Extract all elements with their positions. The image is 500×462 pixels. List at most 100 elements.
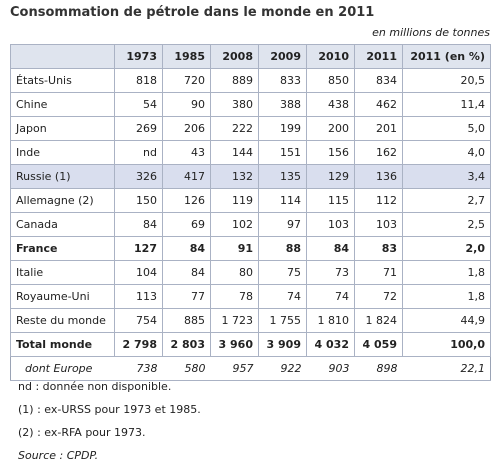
cell: 1 723: [210, 308, 259, 333]
cell: 417: [162, 164, 211, 189]
cell: 84: [114, 212, 163, 237]
note: Source : CPDP.: [18, 449, 99, 462]
cell: 20,5: [402, 68, 491, 93]
table-row: Total monde 2 798 2 803 3 960 3 909 4 032 4 05…: [10, 332, 491, 357]
cell: 54: [114, 92, 163, 117]
row-label: Total monde: [10, 332, 115, 357]
cell: 74: [306, 284, 355, 309]
cell: 834: [354, 68, 403, 93]
cell: 84: [162, 236, 211, 261]
column-header: 2011 (en %): [402, 44, 491, 69]
cell: 83: [354, 236, 403, 261]
cell: 269: [114, 116, 163, 141]
column-header: 2011: [354, 44, 403, 69]
cell: 156: [306, 140, 355, 165]
cell: 84: [306, 236, 355, 261]
cell: 11,4: [402, 92, 491, 117]
cell: 199: [258, 116, 307, 141]
note: nd : donnée non disponible.: [18, 380, 172, 393]
table-row: dont Europe 738 580 957 922 903 898 22,1: [10, 356, 491, 381]
cell: 3 909: [258, 332, 307, 357]
cell: 144: [210, 140, 259, 165]
cell: 104: [114, 260, 163, 285]
cell: 74: [258, 284, 307, 309]
column-header: 2010: [306, 44, 355, 69]
cell: 127: [114, 236, 163, 261]
row-label: Inde: [10, 140, 115, 165]
cell: 462: [354, 92, 403, 117]
cell: 4 032: [306, 332, 355, 357]
row-label: Reste du monde: [10, 308, 115, 333]
table-row: Russie (1) 326 417 132 135 129 136 3,4: [10, 164, 491, 189]
cell: 100,0: [402, 332, 491, 357]
row-label: Russie (1): [10, 164, 115, 189]
cell: 119: [210, 188, 259, 213]
table-body: États-Unis 818 720 889 833 850 834 20,5 Chine 54 9…: [10, 68, 491, 381]
cell: 3,4: [402, 164, 491, 189]
table-row: Chine 54 90 380 388 438 462 11,4: [10, 92, 491, 117]
cell: 44,9: [402, 308, 491, 333]
cell: 129: [306, 164, 355, 189]
unit: en millions de tonnes: [372, 26, 490, 39]
cell: 132: [210, 164, 259, 189]
row-label: Italie: [10, 260, 115, 285]
cell: 126: [162, 188, 211, 213]
cell: 2 798: [114, 332, 163, 357]
note: (2) : ex-RFA pour 1973.: [18, 426, 146, 439]
cell: 69: [162, 212, 211, 237]
title: Consommation de pétrole dans le monde en…: [10, 5, 375, 20]
row-label: États-Unis: [10, 68, 115, 93]
row-label: dont Europe: [10, 356, 115, 381]
row-label: Royaume-Uni: [10, 284, 115, 309]
cell: 114: [258, 188, 307, 213]
cell: 4,0: [402, 140, 491, 165]
cell: 720: [162, 68, 211, 93]
cell: 136: [354, 164, 403, 189]
cell: 162: [354, 140, 403, 165]
cell: 103: [354, 212, 403, 237]
table-row: Inde nd 43 144 151 156 162 4,0: [10, 140, 491, 165]
cell: 833: [258, 68, 307, 93]
table-row: Japon 269 206 222 199 200 201 5,0: [10, 116, 491, 141]
cell: 91: [210, 236, 259, 261]
cell: 1 755: [258, 308, 307, 333]
cell: 73: [306, 260, 355, 285]
cell: 5,0: [402, 116, 491, 141]
table-row: France 127 84 91 88 84 83 2,0: [10, 236, 491, 261]
row-label: Chine: [10, 92, 115, 117]
cell: 84: [162, 260, 211, 285]
cell: 206: [162, 116, 211, 141]
table-row: Reste du monde 754 885 1 723 1 755 1 810 1 824…: [10, 308, 491, 333]
cell: 80: [210, 260, 259, 285]
cell: 200: [306, 116, 355, 141]
column-header: 1985: [162, 44, 211, 69]
cell: 889: [210, 68, 259, 93]
cell: 898: [354, 356, 403, 381]
cell: 4 059: [354, 332, 403, 357]
cell: 818: [114, 68, 163, 93]
cell: 438: [306, 92, 355, 117]
table-row: Italie 104 84 80 75 73 71 1,8: [10, 260, 491, 285]
table-row: Canada 84 69 102 97 103 103 2,5: [10, 212, 491, 237]
cell: 88: [258, 236, 307, 261]
header-row: 1973 1985 2008 2009 2010 2011 2011 (en %): [10, 44, 491, 69]
cell: 380: [210, 92, 259, 117]
cell: 3 960: [210, 332, 259, 357]
cell: 1,8: [402, 260, 491, 285]
cell: 150: [114, 188, 163, 213]
column-header: 2008: [210, 44, 259, 69]
cell: 2,7: [402, 188, 491, 213]
row-label: Allemagne (2): [10, 188, 115, 213]
cell: 738: [114, 356, 163, 381]
column-header: 2009: [258, 44, 307, 69]
column-header: [10, 44, 115, 69]
table-row: Allemagne (2) 150 126 119 114 115 112 2,7: [10, 188, 491, 213]
cell: 151: [258, 140, 307, 165]
note: (1) : ex-URSS pour 1973 et 1985.: [18, 403, 201, 416]
cell: 115: [306, 188, 355, 213]
cell: 222: [210, 116, 259, 141]
cell: 580: [162, 356, 211, 381]
cell: 1 810: [306, 308, 355, 333]
